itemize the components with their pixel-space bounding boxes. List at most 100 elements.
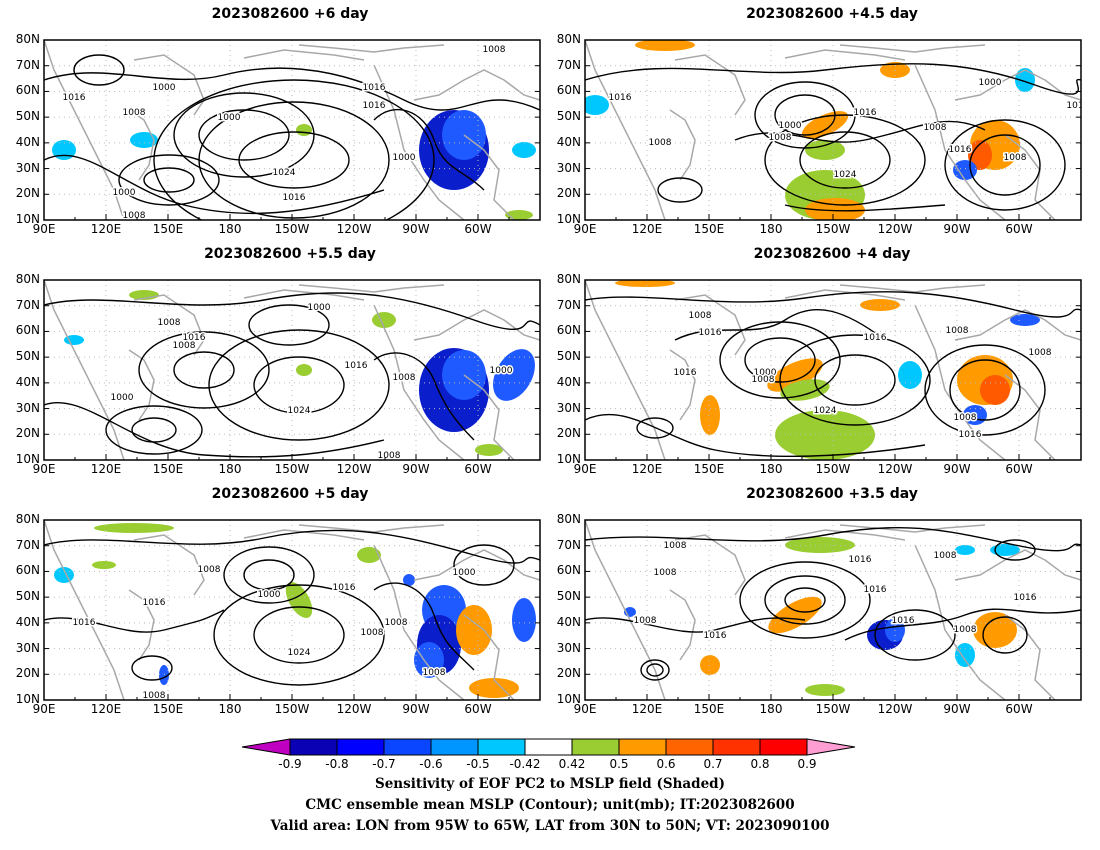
contour-label: 1016	[699, 328, 722, 338]
colorbar-level-label: 0.6	[656, 757, 676, 771]
lat-tick-label: 70N	[556, 537, 581, 552]
contour-label: 1016	[333, 583, 356, 593]
contour-label: 1016	[864, 585, 887, 595]
panel-title-p2: 2023082600 +4.5 day	[746, 6, 918, 22]
colorbar-level-label: -0.7	[372, 757, 396, 771]
contour-label: 1008	[378, 451, 401, 461]
lon-tick-label: 60W	[464, 702, 492, 716]
contour-label: 1024	[273, 168, 296, 178]
lon-tick-label: 60W	[1005, 702, 1033, 716]
lat-tick-label: 20N	[556, 426, 581, 441]
colorbar-level-label: -0.6	[419, 757, 443, 771]
lat-tick-label: 20N	[556, 186, 581, 201]
caption-line-3: Valid area: LON from 95W to 65W, LAT fro…	[270, 818, 830, 834]
lon-tick-label: 120E	[90, 702, 122, 716]
lon-tick-label: 120W	[877, 702, 913, 716]
lon-tick-label: 150W	[815, 462, 851, 476]
lon-tick-label: 180	[759, 222, 783, 236]
contour-label: 1008	[634, 616, 657, 626]
lat-tick-label: 80N	[556, 272, 581, 286]
contour-label: 1000	[113, 188, 136, 198]
colorbar-swatch	[524, 738, 573, 756]
panel-title-p6: 2023082600 +3.5 day	[746, 486, 918, 502]
lat-tick-label: 20N	[15, 426, 40, 441]
colorbar-swatch	[759, 738, 808, 756]
colorbar-swatch	[665, 738, 714, 756]
lat-tick-label: 30N	[15, 160, 40, 175]
contour-label: 1008	[158, 318, 181, 328]
lon-tick-label: 90W	[943, 702, 971, 716]
lat-tick-label: 10N	[556, 212, 581, 226]
colorbar-high-arrow	[806, 738, 856, 756]
contour-label: 1008	[483, 45, 506, 55]
lat-tick-label: 70N	[15, 57, 40, 72]
colorbar-level-label: -0.9	[278, 757, 302, 771]
lon-tick-label: 60W	[1005, 462, 1033, 476]
lon-tick-label: 180	[218, 702, 242, 716]
lon-tick-label: 180	[218, 222, 242, 236]
lon-tick-label: 60W	[464, 462, 492, 476]
lat-tick-label: 10N	[556, 452, 581, 466]
contour-label: 1000	[490, 366, 513, 376]
lat-tick-label: 40N	[556, 374, 581, 389]
contour-label: 1000	[779, 121, 802, 131]
lat-tick-label: 70N	[15, 297, 40, 312]
lat-tick-label: 60N	[556, 83, 581, 98]
lat-tick-label: 50N	[15, 349, 40, 364]
colorbar-swatch	[430, 738, 479, 756]
lon-tick-label: 120E	[90, 462, 122, 476]
contour-label: 1008	[769, 133, 792, 143]
lon-tick-label: 180	[218, 462, 242, 476]
lat-tick-label: 10N	[15, 692, 40, 706]
lat-tick-label: 10N	[15, 452, 40, 466]
lon-tick-label: 90W	[943, 222, 971, 236]
contour-label: 1016	[345, 361, 368, 371]
lon-tick-label: 120W	[877, 462, 913, 476]
contour-label: 1016	[892, 616, 915, 626]
contour-label: 1024	[288, 406, 311, 416]
contour-label: 1008	[689, 311, 712, 321]
colorbar-swatch	[336, 738, 385, 756]
contour-label: 1016	[674, 368, 697, 378]
contour-label: 1008	[143, 691, 166, 701]
contour-label: 1016	[183, 333, 206, 343]
contour-label: 1008	[1029, 348, 1052, 358]
lat-tick-label: 60N	[556, 563, 581, 578]
lon-tick-label: 120W	[336, 462, 372, 476]
lat-tick-label: 40N	[556, 614, 581, 629]
contour-label: 1000	[153, 83, 176, 93]
colorbar-level-label: -0.8	[325, 757, 349, 771]
lon-tick-label: 150E	[152, 222, 184, 236]
lon-tick-label: 120W	[877, 222, 913, 236]
lon-tick-label: 150W	[815, 702, 851, 716]
lon-tick-label: 150E	[152, 702, 184, 716]
lon-tick-label: 150W	[815, 222, 851, 236]
contour-label: 1016	[283, 193, 306, 203]
lon-tick-label: 60W	[464, 222, 492, 236]
colorbar-level-label: 0.5	[609, 757, 629, 771]
lon-tick-label: 90W	[402, 462, 430, 476]
panel-title-p4: 2023082600 +4 day	[753, 246, 911, 262]
lat-tick-label: 80N	[556, 512, 581, 526]
contour-label: 1016	[864, 333, 887, 343]
colorbar-level-label: 0.7	[703, 757, 723, 771]
colorbar-level-label: 0.42	[558, 757, 586, 771]
lat-tick-label: 80N	[15, 32, 40, 46]
lon-tick-label: 90E	[32, 462, 56, 476]
contour-label: 1008	[946, 326, 969, 336]
contour-label: 1016	[363, 83, 386, 93]
lon-tick-label: 180	[759, 702, 783, 716]
lat-tick-label: 80N	[15, 272, 40, 286]
contour-label: 1008	[664, 541, 687, 551]
lat-tick-label: 30N	[15, 400, 40, 415]
contour-label: 1000	[258, 590, 281, 600]
contour-label: 1016	[63, 93, 86, 103]
contour-label: 1000	[754, 368, 777, 378]
contour-label: 1008	[954, 413, 977, 423]
colorbar-swatch	[618, 738, 667, 756]
lat-tick-label: 40N	[15, 614, 40, 629]
lon-tick-label: 150W	[274, 462, 310, 476]
contour-label: 1016	[959, 430, 982, 440]
contour-label: 1008	[361, 628, 384, 638]
